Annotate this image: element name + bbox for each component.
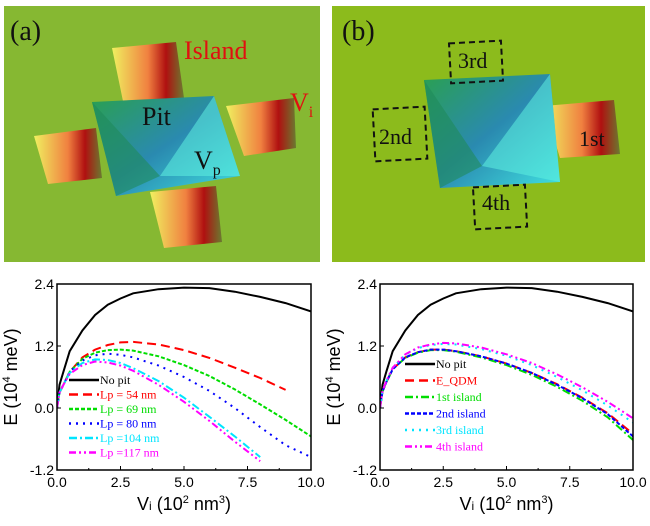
box-3rd — [447, 39, 505, 85]
panel-label-a: (a) — [10, 16, 42, 47]
pit-facet — [92, 102, 160, 196]
legend-item: No pit — [69, 373, 131, 387]
legend-item: Lp =104 nm — [69, 431, 160, 445]
legend-item: E_QDM — [405, 374, 478, 388]
x-tick-label: 7.5 — [238, 474, 258, 490]
label-2nd: 2nd — [379, 124, 412, 149]
y-tick-label: 0.0 — [35, 400, 55, 416]
island-bottom — [150, 186, 222, 248]
legend-label: Lp =104 nm — [100, 431, 160, 445]
series-line-4 — [380, 342, 633, 424]
x-tick-label: 5.0 — [497, 474, 517, 490]
pit-label: Pit — [142, 102, 171, 131]
label-1st: 1st — [579, 126, 605, 151]
y-axis-label: E (104 meV) — [1, 328, 21, 425]
legend-item: Lp = 80 nm — [69, 417, 157, 431]
legend-label: Lp = 54 nm — [100, 388, 157, 402]
series-line-1 — [380, 348, 633, 435]
legend-item: Lp = 69 nm — [69, 402, 157, 416]
y-tick-label: 2.4 — [358, 276, 378, 292]
legend-label: Lp = 80 nm — [100, 417, 157, 431]
x-tick-label: 0.0 — [370, 474, 390, 490]
pit-island-render — [34, 42, 296, 248]
box-4th — [471, 183, 529, 231]
series-line-4 — [57, 358, 261, 458]
chart-left: 0.0 2.5 5.0 7.5 10.0-1.20.01.22.4Vi (102 nm3… — [1, 276, 325, 514]
pit-facet — [424, 80, 482, 188]
vi-label: Vi — [290, 88, 313, 122]
legend-item: 3rd island — [405, 423, 484, 437]
island-left — [34, 128, 102, 184]
vp-sub: p — [212, 162, 221, 180]
legend-item: 2nd island — [405, 407, 486, 421]
island-label: Island — [184, 36, 248, 65]
legend-item: Lp = 54 nm — [69, 388, 157, 402]
panel-a-render: (a) Island Vi Pit Vp — [4, 6, 320, 262]
island-top — [112, 42, 184, 106]
x-tick-label: 7.5 — [560, 474, 580, 490]
legend-item: Lp =117 nm — [69, 446, 160, 460]
pit-single-island-render — [371, 39, 620, 231]
x-tick-label: 2.5 — [111, 474, 131, 490]
island-1st — [544, 100, 620, 158]
y-tick-label: 0.0 — [358, 400, 378, 416]
y-tick-label: 1.2 — [358, 338, 378, 354]
x-tick-label: 0.0 — [47, 474, 67, 490]
series-line-3 — [57, 352, 311, 459]
legend-label: 2nd island — [436, 407, 486, 421]
panel-label-b: (b) — [342, 16, 375, 47]
panel-b-render: (b) 1st 2nd 3rd 4th — [332, 6, 645, 262]
series-line-0 — [57, 286, 311, 409]
x-axis-label: Vi (102 nm3) — [137, 494, 231, 514]
legend-item: 4th island — [405, 440, 483, 454]
island-right — [226, 98, 296, 156]
legend-label: 1st island — [436, 390, 482, 404]
label-4th: 4th — [482, 190, 511, 215]
y-tick-label: -1.2 — [353, 462, 377, 478]
series-line-3 — [380, 348, 633, 438]
series-line-5 — [380, 341, 633, 420]
legend-label: No pit — [100, 373, 131, 387]
pit-facet-light — [482, 74, 560, 182]
legend-label: No pit — [436, 357, 467, 371]
pit-facet-light — [160, 96, 240, 176]
x-tick-label: 5.0 — [174, 474, 194, 490]
label-3rd: 3rd — [458, 48, 488, 73]
y-tick-label: 2.4 — [35, 276, 55, 292]
legend-label: E_QDM — [436, 374, 478, 388]
x-tick-label: 2.5 — [434, 474, 454, 490]
x-tick-label: 10.0 — [297, 474, 324, 490]
y-tick-label: 1.2 — [35, 338, 55, 354]
legend-label: Lp = 69 nm — [100, 402, 157, 416]
legend-label: 3rd island — [436, 423, 484, 437]
chart-right: 0.0 2.5 5.0 7.5 10.0-1.20.01.22.4Vi (102 nm3… — [325, 276, 647, 514]
series-line-2 — [57, 348, 311, 438]
x-axis-label: Vi (102 nm3) — [460, 494, 554, 514]
vi-main: V — [290, 88, 309, 117]
legend-item: 1st island — [405, 390, 482, 404]
series-line-0 — [380, 286, 633, 409]
y-tick-label: -1.2 — [30, 462, 54, 478]
legend-label: 4th island — [436, 440, 483, 454]
vp-main: V — [194, 146, 213, 175]
x-tick-label: 10.0 — [619, 474, 646, 490]
y-axis-label: E (104 meV) — [325, 328, 344, 425]
legend-label: Lp =117 nm — [100, 446, 160, 460]
vp-label: Vp — [194, 146, 221, 180]
legend-item: No pit — [405, 357, 467, 371]
series-line-5 — [57, 360, 261, 462]
vi-sub: i — [308, 104, 314, 122]
plot-frame — [379, 283, 634, 471]
